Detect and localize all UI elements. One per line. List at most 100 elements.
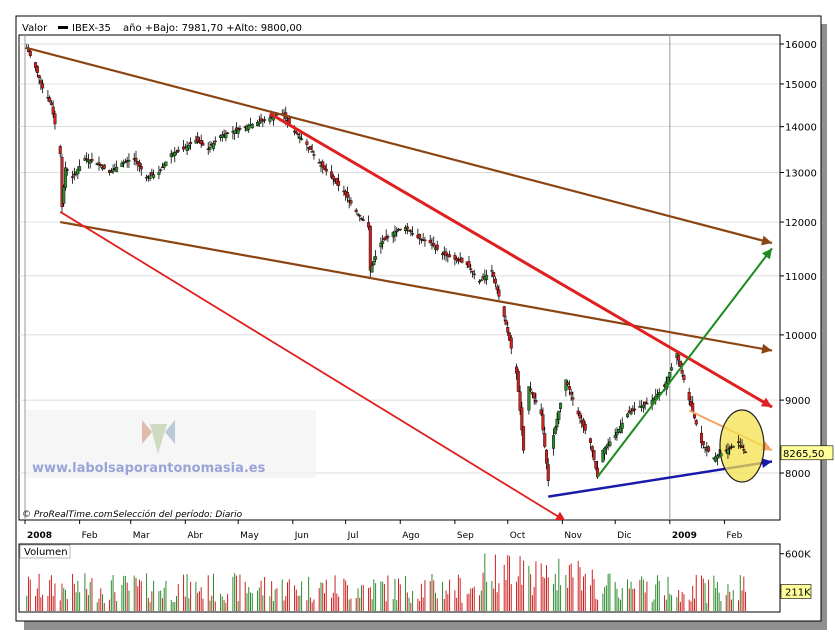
candle-body bbox=[472, 273, 476, 276]
x-tick-label: Oct bbox=[510, 531, 526, 541]
candle-body bbox=[58, 146, 62, 154]
candle-body bbox=[294, 132, 298, 134]
candle-body bbox=[238, 128, 242, 130]
candle-body bbox=[49, 102, 53, 106]
candle-body bbox=[139, 166, 143, 170]
candle-body bbox=[618, 425, 622, 433]
candle-body bbox=[744, 451, 748, 453]
candle-body bbox=[323, 165, 327, 170]
x-tick-label: Mar bbox=[133, 531, 150, 541]
volume-y-tick-label: 600K bbox=[785, 550, 811, 561]
candle-body bbox=[509, 337, 513, 349]
candle-body bbox=[407, 230, 411, 232]
candle-body bbox=[680, 369, 684, 374]
candle-body bbox=[358, 214, 362, 217]
header-label: Valor bbox=[22, 23, 48, 34]
candle-body bbox=[134, 157, 138, 162]
candle-body bbox=[564, 379, 568, 391]
y-tick-label: 16000 bbox=[785, 40, 817, 51]
volume-last-box bbox=[780, 584, 812, 599]
candle-body bbox=[308, 145, 312, 151]
candle-body bbox=[88, 160, 92, 164]
candle-body bbox=[687, 392, 691, 401]
candle-body bbox=[317, 162, 321, 164]
last-price-box bbox=[780, 445, 834, 461]
candle-body bbox=[444, 251, 448, 256]
candle-body bbox=[300, 138, 304, 140]
candle-body bbox=[331, 175, 335, 180]
candle-body bbox=[423, 239, 427, 242]
candle-body bbox=[187, 145, 191, 149]
candle-body bbox=[726, 448, 730, 454]
candle-body bbox=[213, 140, 217, 143]
trendline-lower-channel-brown bbox=[60, 220, 773, 352]
candle-body bbox=[737, 441, 741, 444]
candle-body bbox=[701, 441, 705, 446]
candle-body bbox=[72, 173, 76, 176]
candle-body bbox=[256, 122, 260, 126]
candle-body bbox=[201, 142, 205, 146]
candle-body bbox=[543, 433, 547, 447]
candle-body bbox=[349, 200, 353, 204]
candle-body bbox=[571, 397, 575, 400]
candle-body bbox=[356, 213, 360, 216]
candle-body bbox=[48, 97, 52, 102]
candle-body bbox=[740, 445, 744, 448]
candle-body bbox=[111, 169, 115, 172]
candle-body bbox=[418, 234, 422, 239]
x-tick-label: Abr bbox=[187, 531, 203, 541]
candle-body bbox=[719, 453, 723, 457]
candle-body bbox=[337, 180, 341, 186]
trendline-arrowhead bbox=[761, 458, 772, 468]
candle-body bbox=[478, 280, 482, 283]
x-tick-label: Jul bbox=[347, 531, 359, 541]
candle-body bbox=[208, 146, 212, 150]
volume-y-axis: 600K 211K bbox=[779, 544, 812, 612]
candle-body bbox=[692, 414, 696, 419]
candle-body bbox=[738, 445, 742, 447]
candle-body bbox=[532, 392, 536, 399]
header-series-name: IBEX-35 bbox=[72, 23, 111, 34]
candle-body bbox=[655, 394, 659, 396]
x-tick-label: Feb bbox=[82, 531, 98, 541]
candle-body bbox=[71, 176, 75, 178]
candle-body bbox=[247, 125, 251, 130]
volume-label: Volumen bbox=[24, 547, 68, 558]
candle-body bbox=[157, 172, 161, 175]
candle-body bbox=[578, 412, 582, 419]
candle-body bbox=[60, 156, 64, 207]
y-tick-label: 13000 bbox=[785, 169, 817, 180]
candle-body bbox=[176, 149, 180, 152]
candle-body bbox=[527, 386, 531, 411]
candle-body bbox=[404, 227, 408, 232]
x-tick-label: May bbox=[240, 531, 259, 541]
candle-body bbox=[615, 432, 619, 436]
candle-body bbox=[224, 133, 228, 139]
trendline-uptrend-green bbox=[596, 247, 773, 478]
candle-body bbox=[64, 167, 68, 188]
candle-body bbox=[164, 161, 168, 166]
candle-body bbox=[379, 242, 383, 248]
candle-body bbox=[435, 244, 439, 250]
trendline-arrowhead bbox=[761, 235, 772, 246]
candle-body bbox=[455, 258, 459, 261]
candle-body bbox=[90, 158, 94, 162]
candle-body bbox=[127, 160, 131, 162]
watermark-logo-icon bbox=[142, 420, 175, 454]
candle-body bbox=[583, 424, 587, 431]
candle-body bbox=[175, 151, 179, 153]
price-y-axis: 16000 15000 14000 13000 12000 11000 10000 9000 8… bbox=[779, 35, 817, 520]
candle-body bbox=[152, 174, 156, 178]
candle-body bbox=[189, 141, 193, 145]
candle-body bbox=[539, 409, 543, 415]
candle-body bbox=[310, 151, 314, 153]
candle-body bbox=[138, 162, 142, 167]
candle-body bbox=[393, 231, 397, 236]
series-legend-swatch bbox=[58, 26, 68, 29]
candle-body bbox=[62, 186, 66, 204]
candle-body bbox=[641, 404, 645, 409]
candle-body bbox=[236, 128, 240, 134]
candle-body bbox=[566, 382, 570, 385]
x-tick-label: Feb bbox=[726, 531, 742, 541]
candle-body bbox=[185, 146, 189, 151]
